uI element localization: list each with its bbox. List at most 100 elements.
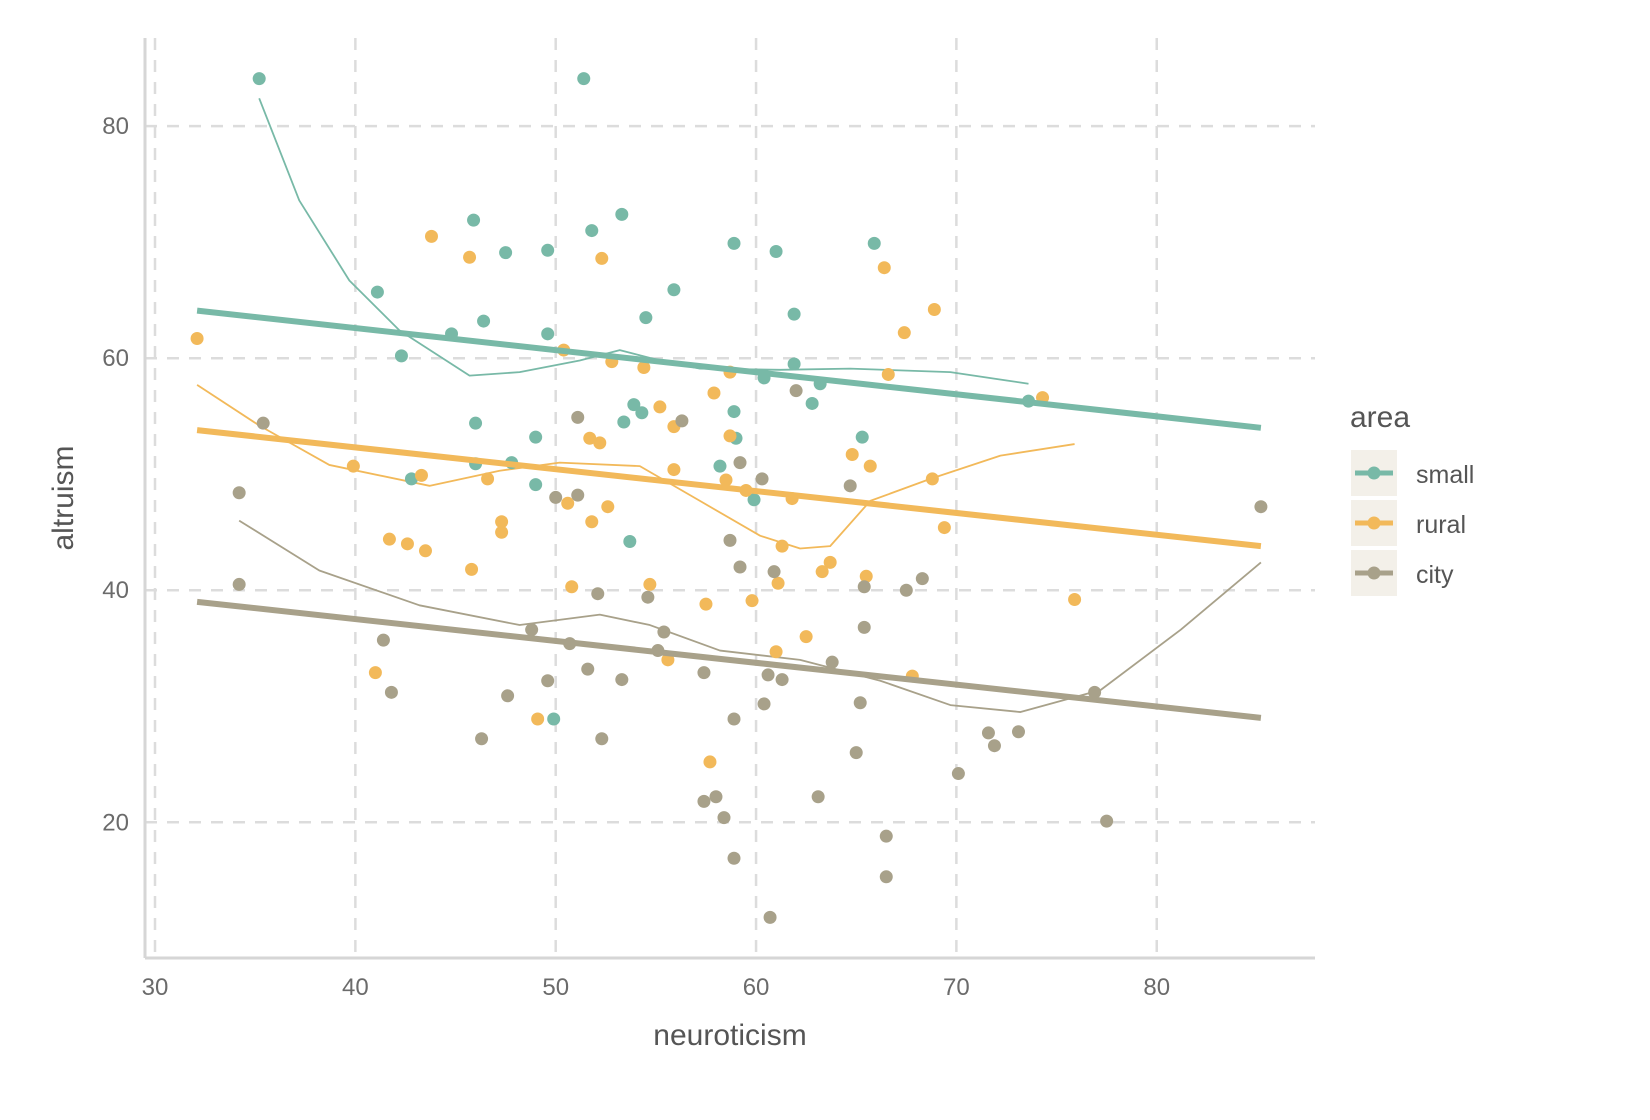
small-point bbox=[541, 327, 555, 341]
rural-point bbox=[1068, 593, 1082, 607]
small-point bbox=[713, 459, 727, 473]
city-point bbox=[1088, 685, 1102, 699]
rural-point bbox=[745, 594, 759, 608]
small-point bbox=[585, 224, 599, 238]
city-point bbox=[1011, 725, 1025, 739]
city-point bbox=[581, 662, 595, 676]
legend-label-small: small bbox=[1416, 461, 1474, 489]
rural-point bbox=[565, 580, 579, 594]
rural-point bbox=[699, 597, 713, 611]
city-point bbox=[541, 674, 555, 688]
city-point bbox=[857, 620, 871, 634]
rural-point bbox=[637, 360, 651, 374]
city-point bbox=[232, 577, 246, 591]
small-point bbox=[529, 478, 543, 492]
legend-label-city: city bbox=[1416, 561, 1454, 589]
city-point bbox=[232, 486, 246, 500]
small-point bbox=[787, 307, 801, 321]
rural-point bbox=[877, 261, 891, 275]
city-point bbox=[879, 870, 893, 884]
rural-point bbox=[845, 447, 859, 461]
x-tick-label: 50 bbox=[542, 974, 569, 1001]
rural-point bbox=[661, 653, 675, 667]
city-point bbox=[549, 490, 563, 504]
city-point bbox=[857, 580, 871, 594]
legend-point-small bbox=[1367, 466, 1381, 480]
small-point bbox=[635, 406, 649, 420]
rural-point bbox=[775, 539, 789, 553]
city-point bbox=[849, 746, 863, 760]
rural-point bbox=[799, 630, 813, 644]
city-point bbox=[1254, 500, 1268, 514]
city-point bbox=[727, 851, 741, 865]
fit-lines bbox=[196, 307, 1262, 721]
rural-point bbox=[495, 525, 509, 539]
rural-point bbox=[769, 645, 783, 659]
small-point bbox=[541, 243, 555, 257]
rural-point bbox=[937, 521, 951, 535]
city-point bbox=[697, 794, 711, 808]
x-tick-label: 30 bbox=[142, 974, 169, 1001]
city-point bbox=[571, 488, 585, 502]
city-point bbox=[733, 456, 747, 470]
city-point bbox=[915, 572, 929, 586]
city-point bbox=[709, 790, 723, 804]
small-point bbox=[404, 472, 418, 486]
rural-point bbox=[531, 712, 545, 726]
small-point bbox=[467, 213, 481, 227]
small-point bbox=[615, 207, 629, 221]
city-point bbox=[733, 560, 747, 574]
city-point bbox=[825, 655, 839, 669]
rural-point bbox=[595, 251, 609, 265]
city-point bbox=[981, 726, 995, 740]
rural-point bbox=[925, 472, 939, 486]
small-point bbox=[667, 283, 681, 297]
city-point bbox=[811, 790, 825, 804]
rural-point bbox=[414, 468, 428, 482]
small-point bbox=[252, 72, 266, 86]
city-point bbox=[376, 633, 390, 647]
points bbox=[190, 72, 1268, 924]
city-point bbox=[899, 583, 913, 597]
small-fit-line bbox=[196, 307, 1262, 431]
rural-point bbox=[424, 229, 438, 243]
rural-point bbox=[823, 555, 837, 569]
city-point bbox=[595, 732, 609, 746]
rural-point bbox=[593, 436, 607, 450]
y-tick-label: 20 bbox=[102, 809, 129, 836]
small-point bbox=[370, 285, 384, 299]
city-point bbox=[767, 565, 781, 579]
grid bbox=[145, 38, 1315, 958]
rural-point bbox=[707, 386, 721, 400]
city-point bbox=[525, 623, 539, 637]
rural-point bbox=[897, 326, 911, 340]
small-point bbox=[499, 246, 513, 260]
city-point bbox=[757, 697, 771, 711]
city-point bbox=[256, 416, 270, 430]
city-point bbox=[987, 739, 1001, 753]
rural-point bbox=[703, 755, 717, 769]
small-point bbox=[805, 396, 819, 410]
x-tick-label: 60 bbox=[743, 974, 770, 1001]
small-point bbox=[727, 236, 741, 250]
city-smooth-line bbox=[238, 519, 1262, 713]
small-point bbox=[639, 311, 653, 325]
axes: 30 40 50 60 70 80 20 40 60 80 bbox=[102, 38, 1315, 1001]
city-point bbox=[723, 533, 737, 547]
city-point bbox=[675, 414, 689, 428]
city-point bbox=[755, 472, 769, 486]
small-point bbox=[627, 398, 641, 412]
rural-point bbox=[463, 250, 477, 264]
rural-point bbox=[418, 544, 432, 558]
x-tick-label: 80 bbox=[1143, 974, 1170, 1001]
legend: area small rural city bbox=[1350, 401, 1474, 596]
small-point bbox=[769, 244, 783, 258]
small-point bbox=[529, 430, 543, 444]
small-point bbox=[787, 357, 801, 371]
city-point bbox=[879, 829, 893, 843]
city-point bbox=[384, 685, 398, 699]
rural-point bbox=[481, 472, 495, 486]
rural-point bbox=[382, 532, 396, 546]
city-point bbox=[951, 767, 965, 781]
